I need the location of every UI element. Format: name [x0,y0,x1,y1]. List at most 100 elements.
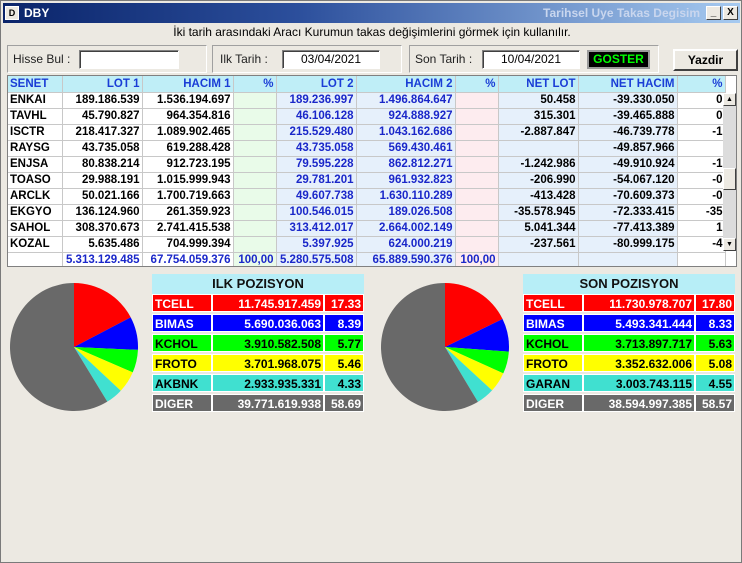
table-cell: 100.546.015 [276,204,357,221]
table-cell: TAVHL [8,108,63,125]
table-row[interactable]: TAVHL 45.790.827 964.354.816 46.106.128 924.… [8,108,726,125]
grid-header-row: SENET LOT 1 HACIM 1% LOT 2 HACIM 2% NET LOT NE… [8,76,726,93]
table-cell: SAHOL [8,220,63,237]
column-header[interactable]: % [233,76,277,93]
table-cell: 2.741.415.538 [142,220,234,237]
table-cell: 1.630.110.289 [356,188,456,205]
table-cell: 5.397.925 [276,236,357,253]
scroll-down-arrow-icon[interactable]: ▼ [723,238,736,251]
column-header[interactable]: HACIM 1 [142,76,234,93]
position-percent: 5.08 [695,354,735,372]
table-cell: 961.932.823 [356,172,456,189]
pie-slice-diger [381,283,478,411]
scroll-thumb[interactable] [723,168,736,190]
son-tarih-group [409,45,659,73]
position-value: 3.910.582.508 [212,334,324,352]
column-header[interactable]: % [677,76,726,93]
table-cell: 924.888.927 [356,108,456,125]
position-row: KCHOL 3.713.897.717 5.63 [523,334,735,353]
table-cell: 1 [677,220,726,237]
grid-vertical-scrollbar[interactable]: ▲ ▼ [723,93,736,251]
hisse-search-input[interactable] [79,50,179,69]
column-header[interactable]: NET HACIM [578,76,678,93]
position-percent: 17.33 [324,294,364,312]
table-cell: 624.000.219 [356,236,456,253]
table-cell [455,172,499,189]
table-row[interactable]: EKGYO 136.124.960 261.359.923 100.546.015 18… [8,204,726,221]
position-name: TCELL [152,294,212,312]
column-header[interactable]: LOT 1 [62,76,143,93]
table-row[interactable]: KOZAL 5.635.486 704.999.394 5.397.925 624.00… [8,236,726,253]
title-bar[interactable]: D DBY Tarihsel Uye Takas Degisim _ X [3,3,740,23]
table-cell: TOASO [8,172,63,189]
table-cell: 0 [677,92,726,109]
table-cell: -49.910.924 [578,156,678,173]
position-value: 2.933.935.331 [212,374,324,392]
table-cell [455,188,499,205]
table-cell: 189.186.539 [62,92,143,109]
table-row[interactable]: ISCTR 218.417.327 1.089.902.465 215.529.480… [8,124,726,141]
table-cell: -39.465.888 [578,108,678,125]
table-cell: 80.838.214 [62,156,143,173]
table-cell: 569.430.461 [356,140,456,157]
close-button[interactable]: X [723,6,738,20]
table-row[interactable]: TOASO 29.988.191 1.015.999.943 29.781.201 96… [8,172,726,189]
position-percent: 4.55 [695,374,735,392]
column-header[interactable]: NET LOT [498,76,579,93]
table-cell: 0 [677,108,726,125]
table-cell: ARCLK [8,188,63,205]
column-header[interactable]: HACIM 2 [356,76,456,93]
scroll-up-arrow-icon[interactable]: ▲ [723,93,736,106]
window-caption: Tarihsel Uye Takas Degisim [543,6,700,20]
table-cell: 704.999.394 [142,236,234,253]
table-row[interactable]: SAHOL 308.370.673 2.741.415.538 313.412.017… [8,220,726,237]
table-cell: KOZAL [8,236,63,253]
position-row: DIGER 38.594.997.385 58.57 [523,394,735,413]
table-cell: -80.999.175 [578,236,678,253]
position-value: 11.730.978.707 [583,294,695,312]
position-percent: 58.69 [324,394,364,412]
son-tarih-field[interactable]: 10/04/2021 [482,50,580,69]
table-cell: 49.607.738 [276,188,357,205]
table-cell: -1 [677,124,726,141]
table-cell: 218.417.327 [62,124,143,141]
table-cell [233,172,277,189]
table-row[interactable]: ENJSA 80.838.214 912.723.195 79.595.228 862.… [8,156,726,173]
ilk-tarih-field[interactable]: 03/04/2021 [282,50,380,69]
table-cell: -413.428 [498,188,579,205]
table-row[interactable]: ENKAI 189.186.539 1.536.194.697 189.236.997… [8,92,726,109]
hisse-group [7,45,207,73]
table-cell: 1.536.194.697 [142,92,234,109]
table-cell: 29.781.201 [276,172,357,189]
table-cell [233,236,277,253]
table-cell: -54.067.120 [578,172,678,189]
table-cell: -0 [677,172,726,189]
table-cell [455,220,499,237]
table-row[interactable]: RAYSG 43.735.058 619.288.428 43.735.058 569.… [8,140,726,157]
ilk-pozisyon-title: ILK POZISYON [152,274,364,294]
column-header[interactable]: SENET [8,76,63,93]
table-cell: -46.739.778 [578,124,678,141]
table-cell [455,140,499,157]
table-cell [233,204,277,221]
position-value: 5.493.341.444 [583,314,695,332]
yazdir-button[interactable]: Yazdir [673,49,738,71]
goster-button[interactable]: GOSTER [587,50,650,69]
column-header[interactable]: LOT 2 [276,76,357,93]
pie-slice-bimas [74,317,138,350]
table-cell: 215.529.480 [276,124,357,141]
table-cell: ENKAI [8,92,63,109]
table-cell: 2.664.002.149 [356,220,456,237]
position-name: KCHOL [523,334,583,352]
position-percent: 5.46 [324,354,364,372]
table-cell: 1.043.162.686 [356,124,456,141]
position-row: FROTO 3.352.632.006 5.08 [523,354,735,373]
position-name: BIMAS [152,314,212,332]
column-header[interactable]: % [455,76,499,93]
table-cell [233,92,277,109]
minimize-button[interactable]: _ [706,6,721,20]
table-cell: 964.354.816 [142,108,234,125]
position-row: DIGER 39.771.619.938 58.69 [152,394,364,413]
table-row[interactable]: ARCLK 50.021.166 1.700.719.663 49.607.738 1.… [8,188,726,205]
table-cell: 862.812.271 [356,156,456,173]
